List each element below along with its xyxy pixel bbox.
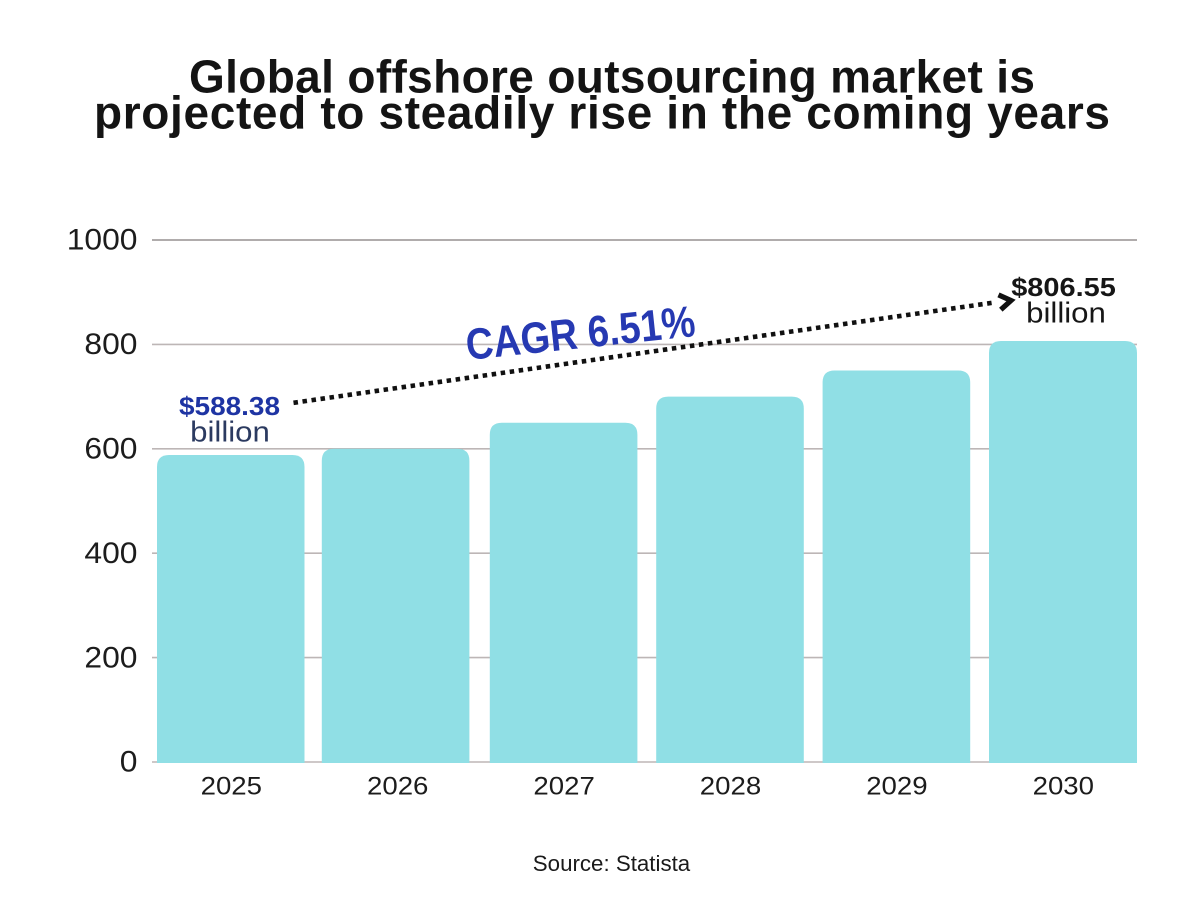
svg-text:400: 400 xyxy=(84,537,137,570)
svg-text:2025: 2025 xyxy=(201,772,262,800)
svg-text:billion: billion xyxy=(190,417,270,448)
svg-text:Source: Statista: Source: Statista xyxy=(533,851,691,876)
svg-text:2027: 2027 xyxy=(533,772,594,800)
svg-text:billion: billion xyxy=(1026,298,1106,329)
svg-text:2028: 2028 xyxy=(700,772,761,800)
svg-text:$588.38: $588.38 xyxy=(179,392,280,421)
svg-text:Global offshore outsourcing ma: Global offshore outsourcing market is xyxy=(189,51,1035,103)
svg-text:0: 0 xyxy=(120,746,138,779)
svg-text:600: 600 xyxy=(84,433,137,466)
svg-text:2026: 2026 xyxy=(367,772,428,800)
svg-text:projected to steadily rise in: projected to steadily rise in the coming… xyxy=(94,87,1110,139)
svg-text:$806.55: $806.55 xyxy=(1011,272,1116,301)
svg-text:1000: 1000 xyxy=(67,224,138,257)
svg-text:200: 200 xyxy=(84,641,137,674)
svg-text:2029: 2029 xyxy=(866,772,927,800)
svg-text:800: 800 xyxy=(84,328,137,361)
svg-text:2030: 2030 xyxy=(1033,772,1094,800)
